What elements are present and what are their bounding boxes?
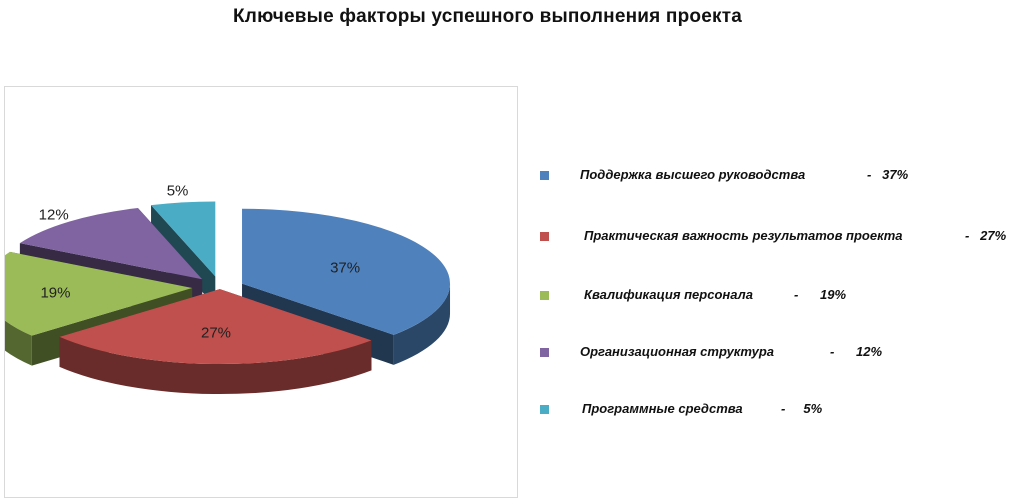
legend-label: Практическая важность результатов проект… <box>584 228 903 243</box>
legend-value: - 12% <box>830 344 883 359</box>
legend-label: Организационная структура <box>580 344 775 359</box>
legend-swatch <box>540 405 549 414</box>
legend-item-org-structure: Организационная структура - 12% <box>540 342 1024 362</box>
slice-side <box>5 320 32 366</box>
legend-label: Квалификация персонала <box>584 287 753 302</box>
legend-value: - 37% <box>867 167 909 182</box>
slice-top <box>5 251 193 336</box>
legend-swatch <box>540 291 549 300</box>
legend-value: - 19% <box>794 287 847 302</box>
slice-top <box>151 201 216 277</box>
legend-swatch <box>540 232 549 241</box>
data-label-staff-qualification: 19% <box>40 285 70 302</box>
legend-label: Поддержка высшего руководства <box>580 167 806 182</box>
chart-title: Ключевые факторы успешного выполнения пр… <box>233 6 742 27</box>
legend-value: - 5% <box>781 401 823 416</box>
legend-item-practical-importance: Практическая важность результатов проект… <box>540 226 1024 246</box>
legend-item-management-support: Поддержка высшего руководства - 37% <box>540 165 1024 185</box>
slice-top <box>242 208 451 335</box>
pie-slice-practical-importance <box>59 289 372 395</box>
slice-top <box>59 289 372 365</box>
data-label-org-structure: 12% <box>39 207 69 224</box>
legend-swatch <box>540 171 549 180</box>
slice-top <box>19 208 203 280</box>
plot-area: 37% 27% 19% 12% 5% <box>4 86 518 498</box>
legend-swatch <box>540 348 549 357</box>
legend-item-staff-qualification: Квалификация персонала - 19% <box>540 285 1024 305</box>
pie-chart: 37% 27% 19% 12% 5% <box>5 183 451 395</box>
data-label-software: 5% <box>167 183 189 200</box>
legend-item-software: Программные средства - 5% <box>540 399 1024 419</box>
data-label-practical-importance: 27% <box>201 325 231 342</box>
legend-label: Программные средства <box>582 401 743 416</box>
slice-side <box>59 336 372 395</box>
data-label-management-support: 37% <box>330 260 360 277</box>
slice-side <box>393 283 451 365</box>
legend-value: - 27% <box>965 228 1007 243</box>
